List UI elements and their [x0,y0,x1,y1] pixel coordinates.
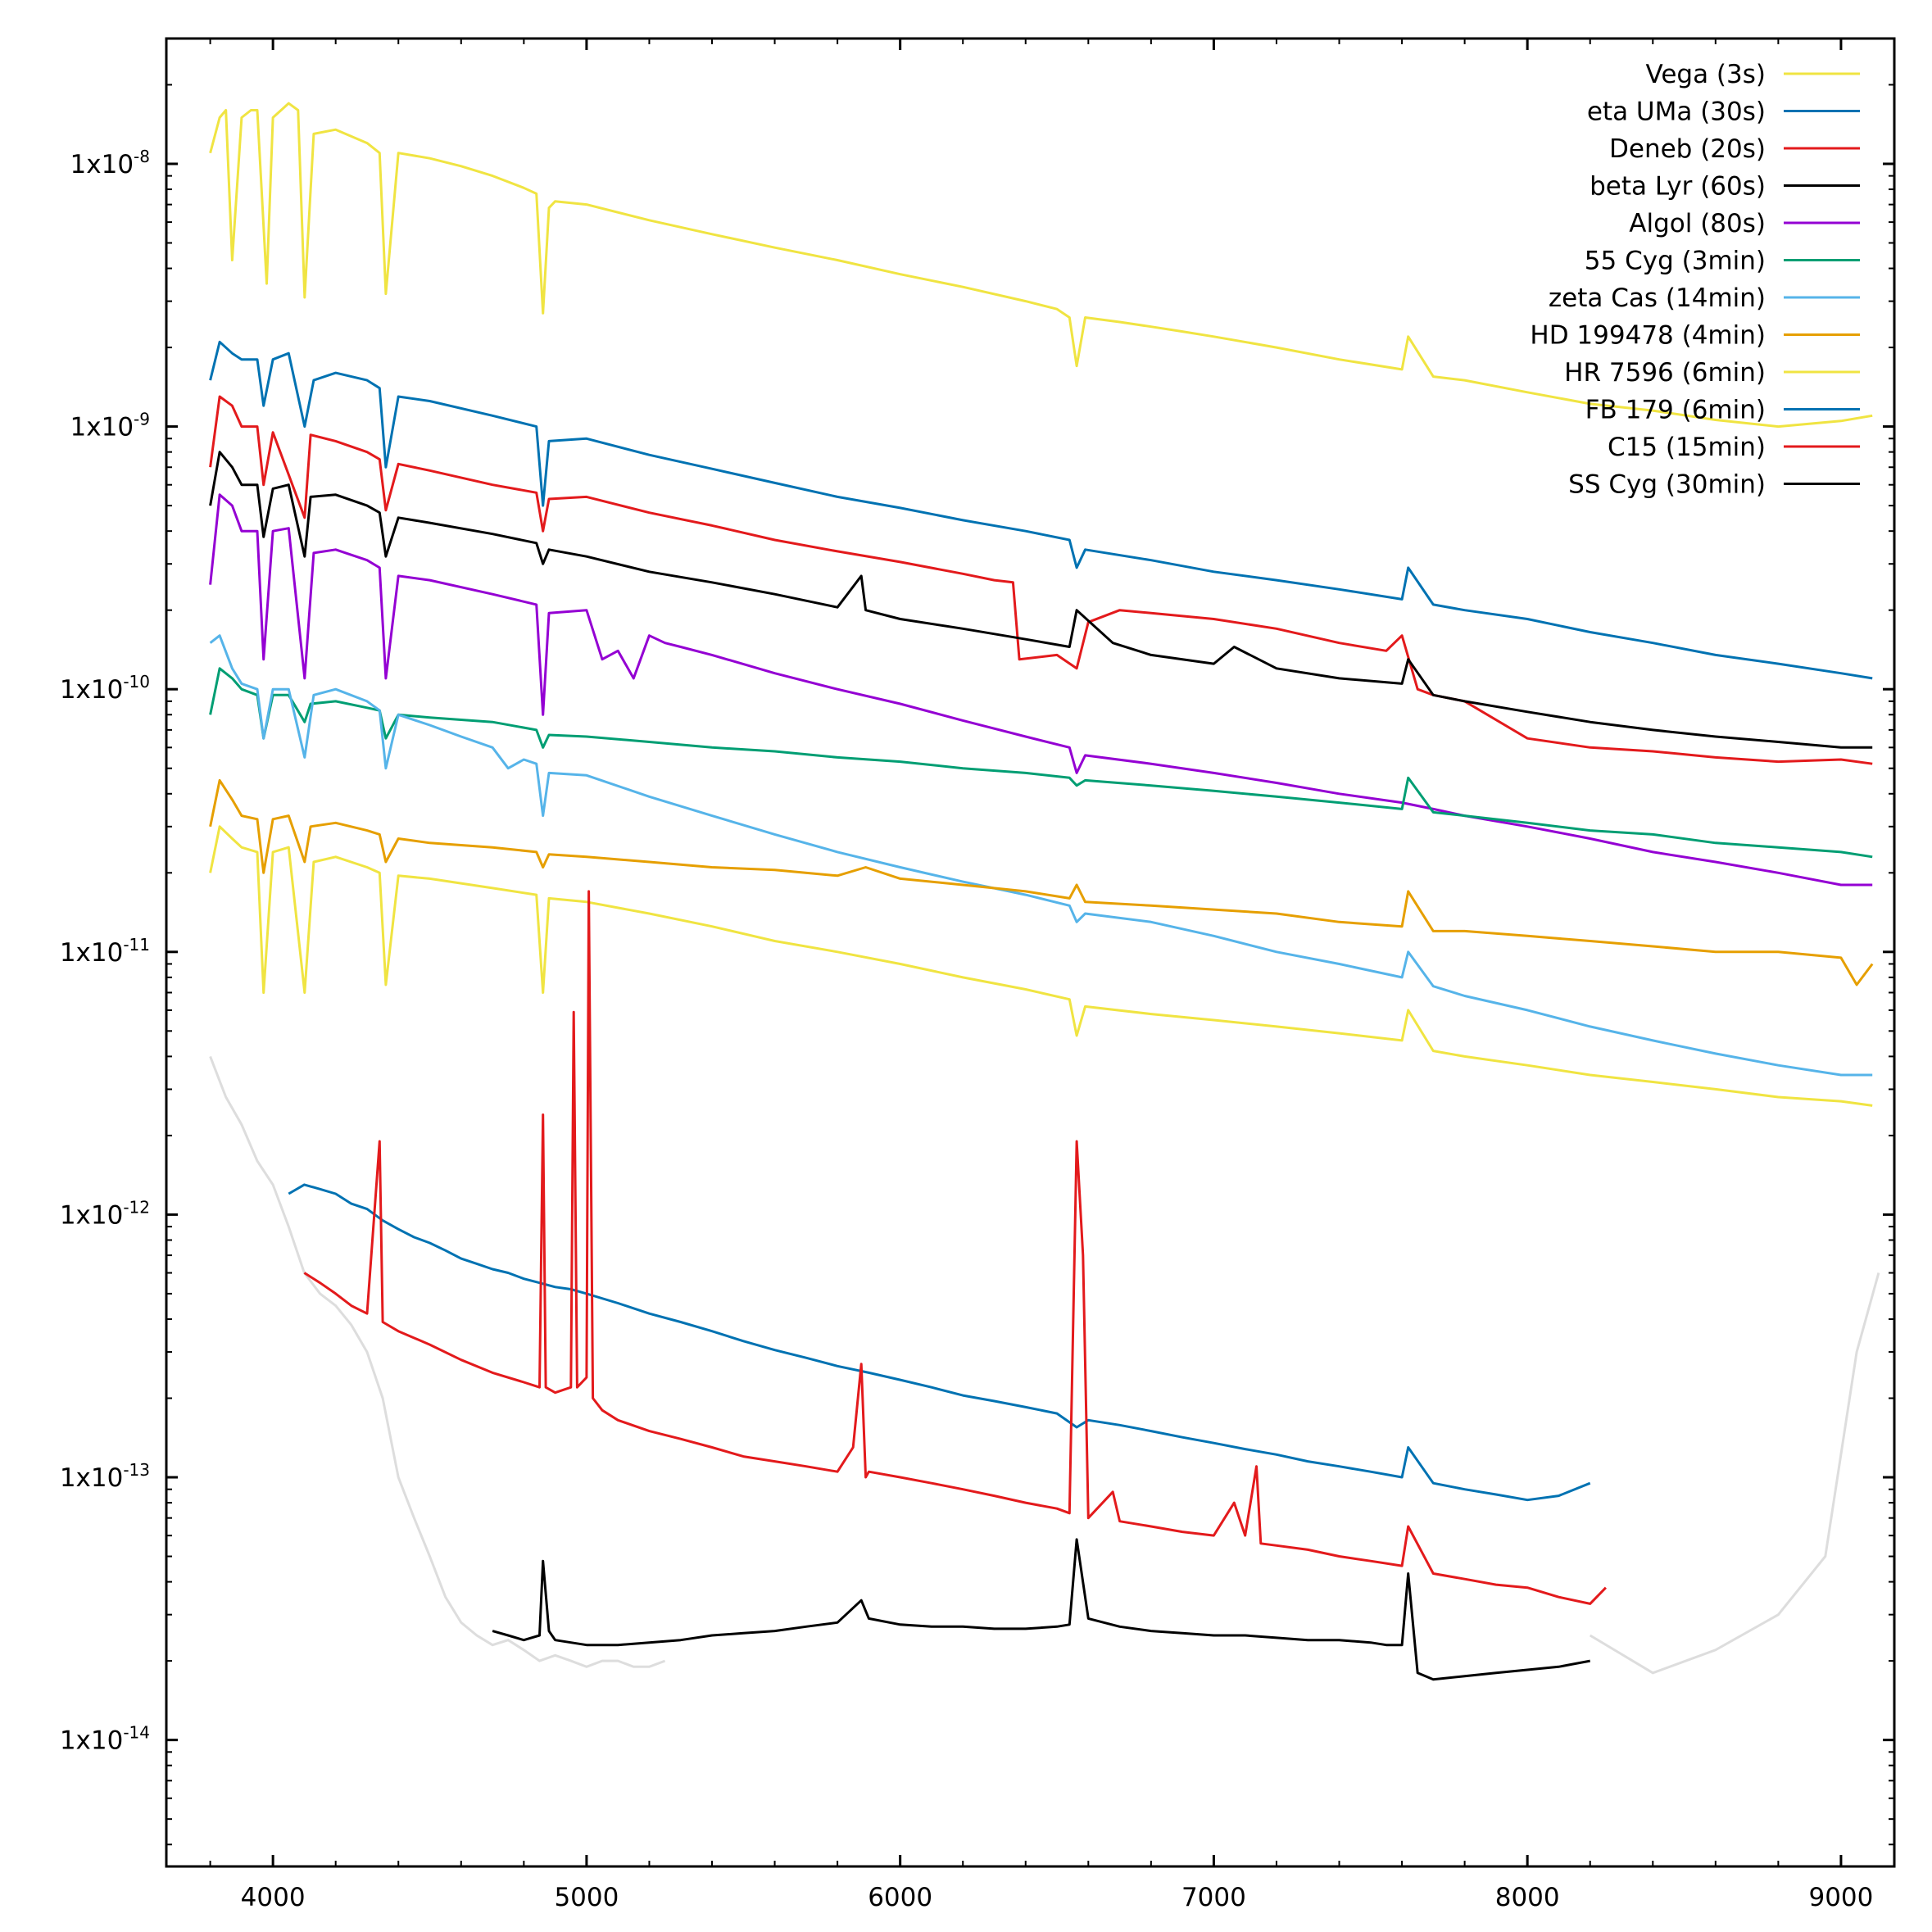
series-line-1 [209,340,1873,680]
legend-label-3: beta Lyr (60s) [1590,172,1766,202]
legend-label-5: 55 Cyg (3min) [1585,247,1766,276]
legend-label-4: Algol (80s) [1629,209,1766,238]
y-tick-label-2: 1x10-10 [60,672,150,705]
y-tick-label-1: 1x10-9 [70,410,150,442]
legend-label-6: zeta Cas (14min) [1549,283,1766,313]
series-line-6 [209,634,1873,1077]
x-tick-label-3: 7000 [1181,1883,1246,1912]
series-line-0 [209,102,1873,429]
y-tick-label-0: 1x10-8 [70,147,150,179]
x-tick-label-5: 9000 [1808,1883,1873,1912]
legend-label-8: HR 7596 (6min) [1564,358,1766,388]
x-tick-label-1: 5000 [554,1883,619,1912]
y-tick-label-5: 1x10-13 [60,1460,150,1493]
series-line-7 [209,778,1874,986]
legend-label-11: SS Cyg (30min) [1568,470,1766,500]
series-line-11 [492,1538,1590,1681]
ticks-layer: 4000 5000 6000 7000 8000 9000 1x10-8 1x10-9 1x10… [60,39,1894,1912]
background-noise-line [209,1055,666,1668]
legend-label-7: HD 199478 (4min) [1530,321,1766,351]
x-tick-label-4: 8000 [1495,1883,1560,1912]
x-tick-label-2: 6000 [868,1883,932,1912]
y-tick-label-4: 1x10-12 [60,1197,150,1230]
legend-label-1: eta UMa (30s) [1587,98,1766,127]
y-tick-label-6: 1x10-14 [60,1723,150,1756]
series-line-9 [288,1183,1591,1502]
series-layer [209,102,1880,1681]
legend-label-9: FB 179 (6min) [1585,396,1766,425]
legend-label-0: Vega (3s) [1646,60,1766,89]
series-line-8 [209,825,1873,1107]
y-tick-label-3: 1x10-11 [60,935,150,968]
series-line-10 [303,890,1607,1605]
series-line-5 [209,667,1873,859]
series-line-3 [209,451,1873,749]
legend-label-2: Deneb (20s) [1609,134,1766,164]
series-line-4 [209,493,1873,887]
background-noise-line-red-end [1589,1272,1880,1675]
legend-label-10: C15 (15min) [1608,433,1766,462]
x-tick-label-0: 4000 [241,1883,306,1912]
legend: Vega (3s) eta UMa (30s) Deneb (20s) beta Ly… [1530,60,1860,500]
